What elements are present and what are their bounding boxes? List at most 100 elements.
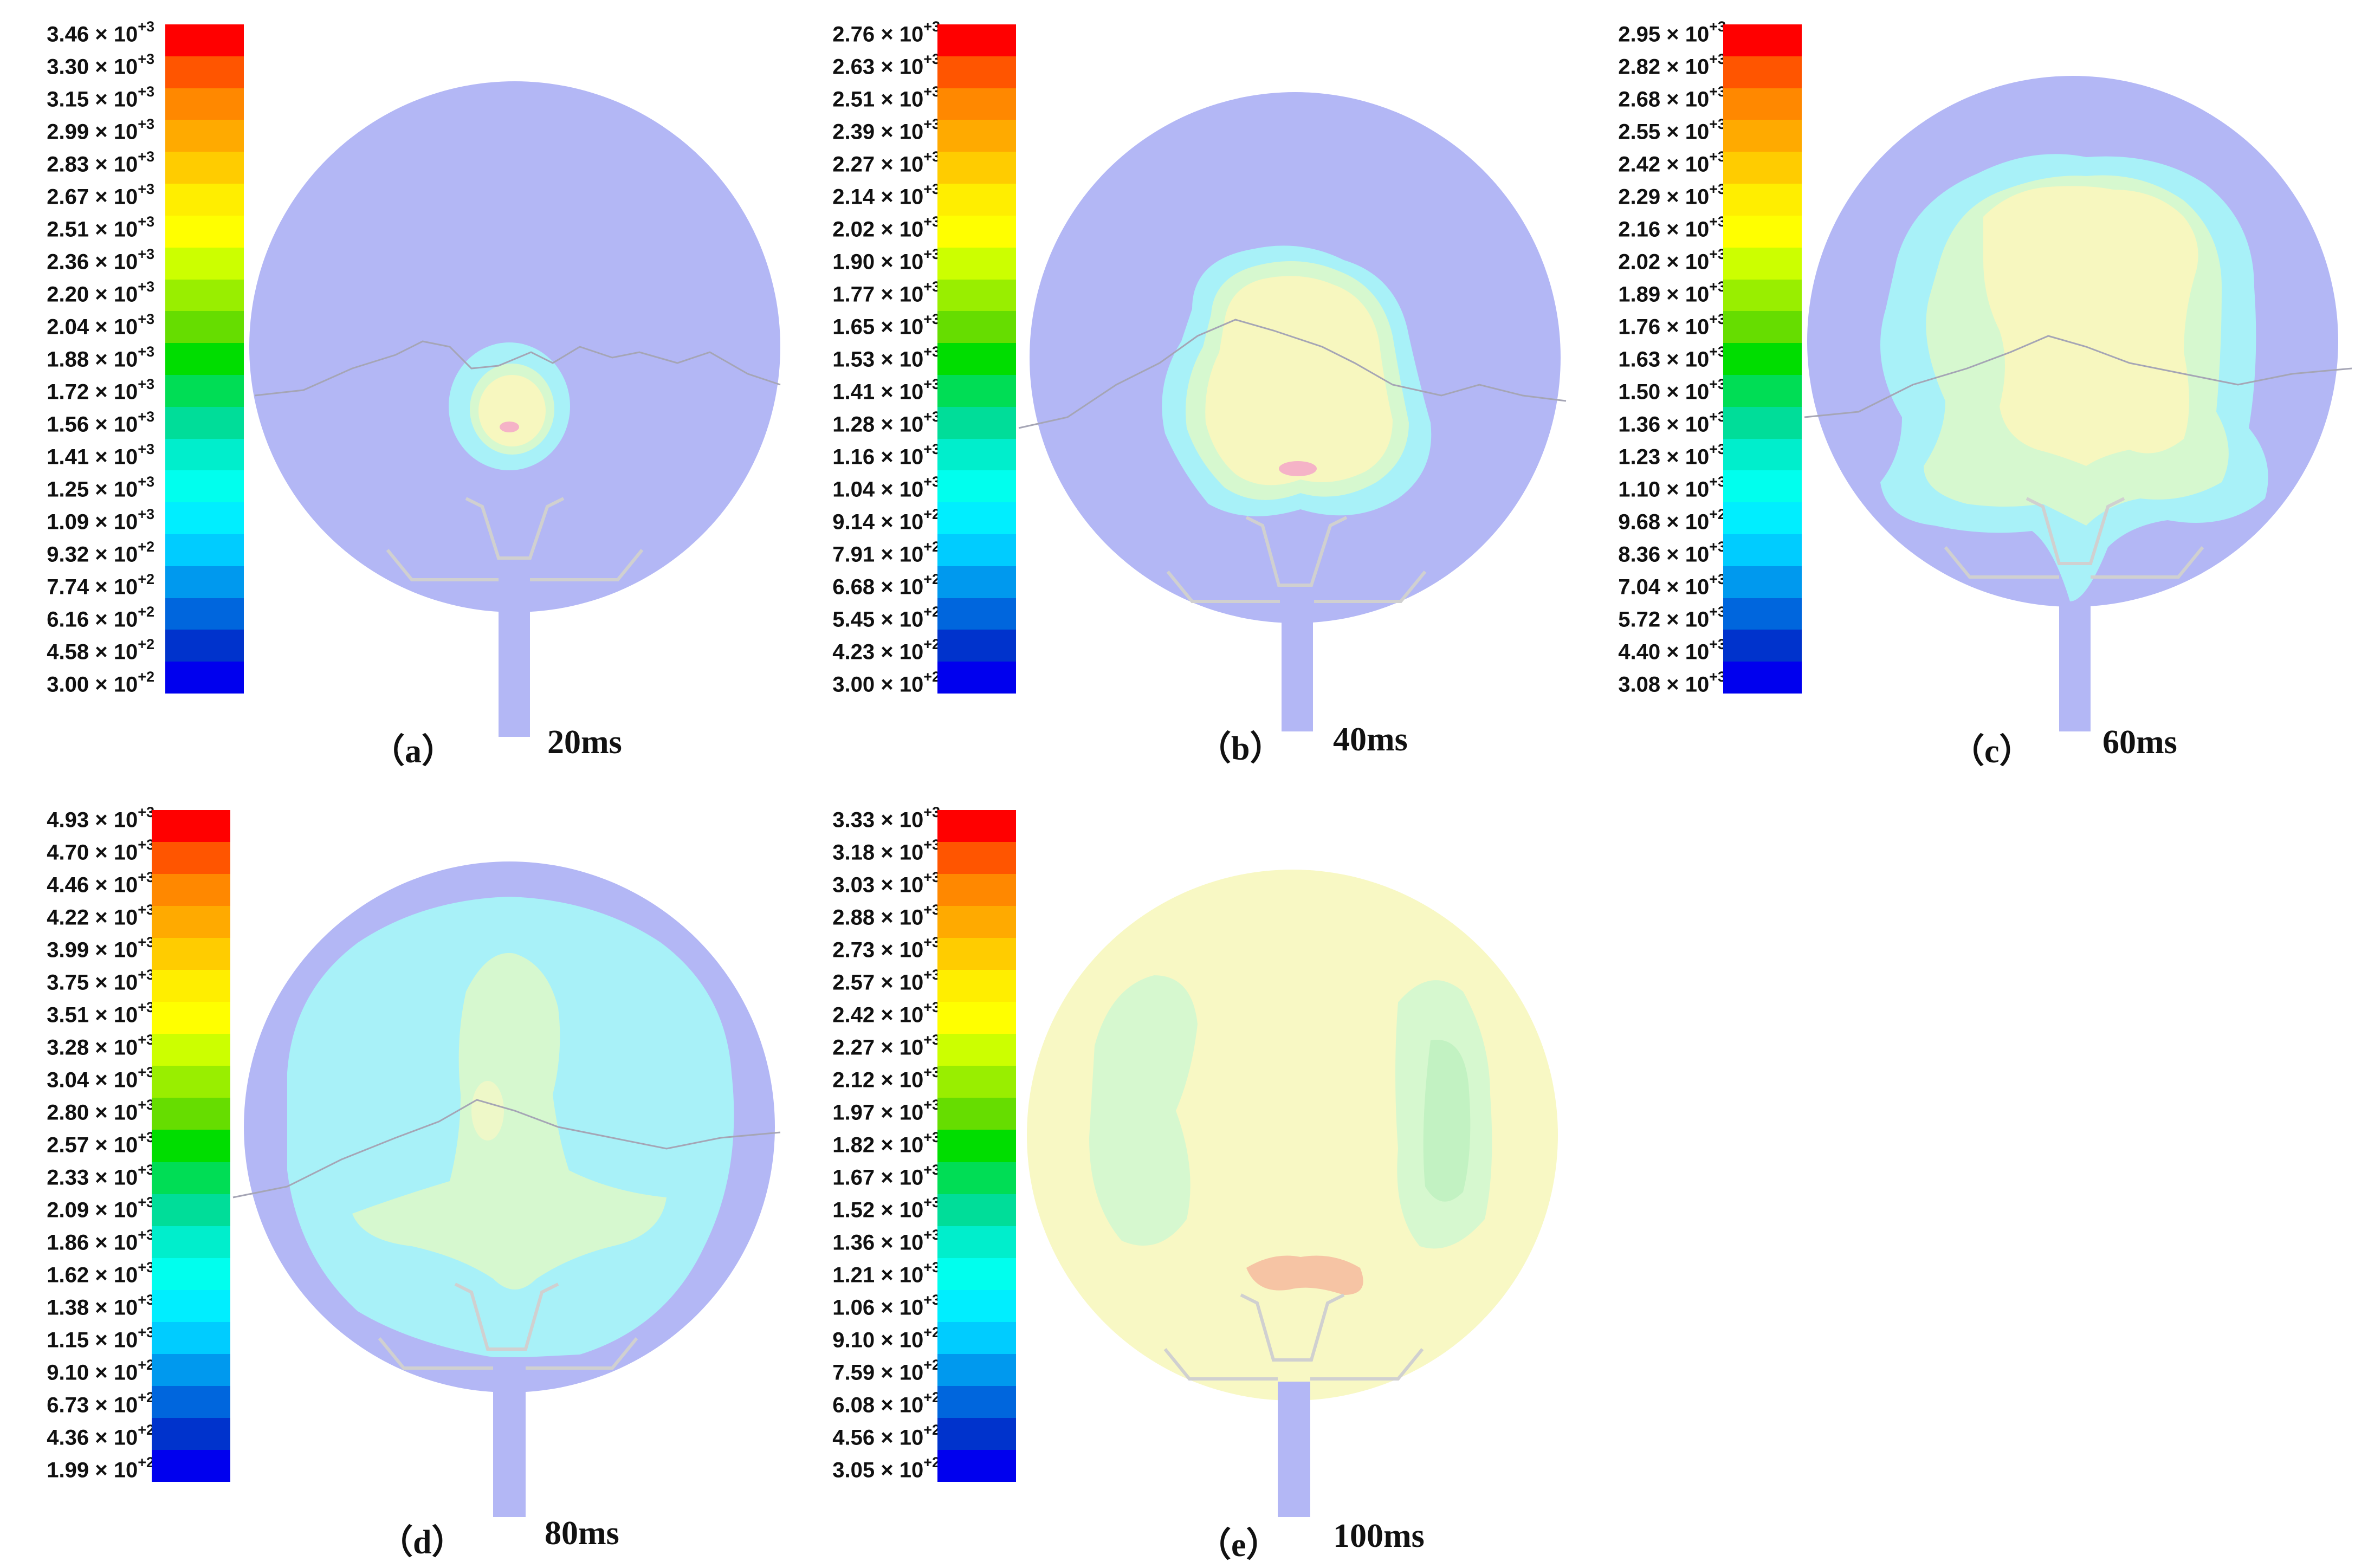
colorbar-swatch-20: [152, 1449, 230, 1482]
colorbar-d: [152, 810, 230, 1482]
colorbar-swatch-18: [937, 598, 1016, 630]
colorbar-tick-label: 7.04 × 10+3: [1618, 571, 1726, 599]
colorbar-tick-label: 1.36 × 10+3: [1618, 409, 1726, 437]
colorbar-tick-label: 2.76 × 10+3: [832, 18, 940, 47]
colorbar-swatch-0: [165, 24, 244, 56]
colorbar-tick-label: 4.36 × 10+2: [47, 1422, 154, 1450]
colorbar-tick-label: 2.83 × 10+3: [47, 148, 154, 177]
colorbar-tick-label: 2.36 × 10+3: [47, 246, 154, 274]
colorbar-swatch-13: [165, 438, 244, 471]
colorbar-swatch-18: [937, 1385, 1016, 1418]
colorbar-swatch-16: [165, 534, 244, 566]
colorbar-tick-label: 1.04 × 10+3: [832, 474, 940, 502]
colorbar-swatch-4: [1723, 152, 1802, 184]
colorbar-tick-label: 2.02 × 10+3: [1618, 246, 1726, 274]
colorbar-tick-label: 1.88 × 10+3: [47, 344, 154, 372]
simulation-view-e: [1027, 870, 1558, 1517]
colorbar-swatch-12: [937, 1194, 1016, 1226]
colorbar-tick-label: 1.41 × 10+3: [832, 376, 940, 404]
colorbar-tick-label: 3.08 × 10+3: [1618, 669, 1726, 697]
colorbar-swatch-11: [937, 1162, 1016, 1194]
colorbar-swatch-2: [937, 874, 1016, 906]
colorbar-swatch-4: [937, 938, 1016, 970]
colorbar-tick-label: 1.36 × 10+3: [832, 1227, 940, 1255]
colorbar-swatch-6: [165, 215, 244, 248]
colorbar-swatch-14: [152, 1258, 230, 1290]
colorbar-tick-label: 3.03 × 10+3: [832, 869, 940, 897]
colorbar-swatch-0: [937, 24, 1016, 56]
colorbar-tick-label: 1.28 × 10+3: [832, 409, 940, 437]
colorbar-tick-label: 4.40 × 10+3: [1618, 636, 1726, 664]
colorbar-swatch-16: [937, 1321, 1016, 1354]
colorbar-swatch-10: [152, 1130, 230, 1162]
colorbar-swatch-19: [937, 1417, 1016, 1450]
colorbar-tick-label: 9.10 × 10+2: [47, 1357, 154, 1385]
colorbar-swatch-3: [1723, 120, 1802, 152]
colorbar-swatch-13: [152, 1226, 230, 1258]
colorbar-swatch-17: [937, 1353, 1016, 1386]
colorbar-swatch-8: [165, 279, 244, 312]
colorbar-swatch-9: [152, 1098, 230, 1130]
panel-label-b: （b）: [1198, 730, 1284, 767]
colorbar-swatch-13: [937, 1226, 1016, 1258]
colorbar-swatch-6: [937, 1002, 1016, 1034]
colorbar-swatch-7: [1723, 247, 1802, 280]
colorbar-a: [165, 24, 244, 694]
colorbar-swatch-18: [152, 1385, 230, 1418]
time-label-e: 100ms: [1333, 1518, 1425, 1554]
colorbar-swatch-3: [937, 906, 1016, 938]
colorbar-swatch-16: [937, 534, 1016, 566]
colorbar-tick-label: 2.09 × 10+3: [47, 1194, 154, 1222]
colorbar-tick-label: 1.56 × 10+3: [47, 409, 154, 437]
colorbar-swatch-3: [937, 120, 1016, 152]
panel-b: 2.76 × 10+3 2.63 × 10+3 2.51 × 10+3 2.39 × …: [786, 0, 1571, 769]
colorbar-tick-label: 1.82 × 10+3: [832, 1129, 940, 1157]
colorbar-tick-label: 2.02 × 10+3: [832, 213, 940, 242]
simulation-view-b: [1018, 92, 1567, 731]
colorbar-swatch-17: [1723, 566, 1802, 598]
time-label-c: 60ms: [2102, 724, 2177, 761]
colorbar-tick-label: 6.08 × 10+2: [832, 1389, 940, 1417]
colorbar-swatch-11: [937, 374, 1016, 407]
colorbar-tick-label: 2.16 × 10+3: [1618, 213, 1726, 242]
colorbar-swatch-20: [165, 662, 244, 694]
colorbar-tick-label: 3.33 × 10+3: [832, 804, 940, 832]
colorbar-swatch-5: [937, 970, 1016, 1002]
colorbar-ticks-e: 3.33 × 10+3 3.18 × 10+3 3.03 × 10+3 2.88 × …: [786, 804, 940, 1481]
colorbar-tick-label: 2.63 × 10+3: [832, 51, 940, 79]
colorbar-tick-label: 1.99 × 10+2: [47, 1454, 154, 1482]
colorbar-tick-label: 1.86 × 10+3: [47, 1227, 154, 1255]
colorbar-swatch-7: [165, 247, 244, 280]
colorbar-swatch-0: [152, 810, 230, 843]
colorbar-tick-label: 1.53 × 10+3: [832, 344, 940, 372]
colorbar-swatch-13: [1723, 438, 1802, 471]
colorbar-tick-label: 7.91 × 10+2: [832, 539, 940, 567]
colorbar-swatch-6: [152, 1002, 230, 1034]
colorbar-swatch-2: [165, 88, 244, 120]
colorbar-swatch-0: [1723, 24, 1802, 56]
colorbar-tick-label: 4.70 × 10+3: [47, 837, 154, 865]
colorbar-tick-label: 3.00 × 10+2: [832, 669, 940, 697]
colorbar-tick-label: 7.74 × 10+2: [47, 571, 154, 599]
time-label-a: 20ms: [547, 724, 622, 761]
colorbar-tick-label: 3.28 × 10+3: [47, 1032, 154, 1060]
colorbar-tick-label: 3.15 × 10+3: [47, 83, 154, 112]
colorbar-tick-label: 1.65 × 10+3: [832, 311, 940, 339]
colorbar-tick-label: 2.55 × 10+3: [1618, 116, 1726, 144]
colorbar-swatch-10: [1723, 343, 1802, 375]
colorbar-tick-label: 1.09 × 10+3: [47, 506, 154, 534]
colorbar-tick-label: 1.06 × 10+3: [832, 1292, 940, 1320]
colorbar-swatch-5: [1723, 184, 1802, 216]
colorbar-tick-label: 1.72 × 10+3: [47, 376, 154, 404]
colorbar-swatch-11: [152, 1162, 230, 1194]
panel-d: 4.93 × 10+3 4.70 × 10+3 4.46 × 10+3 4.22 × …: [0, 786, 786, 1561]
colorbar-swatch-1: [1723, 56, 1802, 88]
colorbar-swatch-16: [1723, 534, 1802, 566]
colorbar-swatch-10: [165, 343, 244, 375]
colorbar-swatch-7: [937, 247, 1016, 280]
colorbar-swatch-17: [152, 1353, 230, 1386]
colorbar-tick-label: 5.45 × 10+2: [832, 604, 940, 632]
colorbar-tick-label: 3.30 × 10+3: [47, 51, 154, 79]
colorbar-tick-label: 3.04 × 10+3: [47, 1064, 154, 1092]
colorbar-swatch-5: [165, 184, 244, 216]
